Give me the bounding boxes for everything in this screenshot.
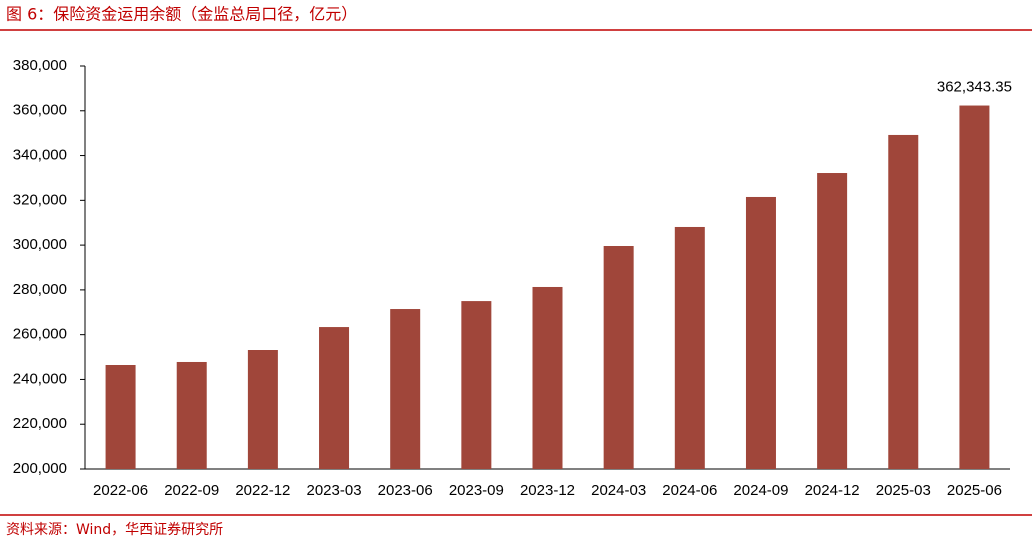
y-tick-label: 380,000: [13, 57, 67, 74]
bar: [461, 301, 492, 469]
bar: [319, 327, 350, 469]
x-tick-label: 2024-09: [733, 482, 788, 499]
x-tick-label: 2023-12: [520, 482, 575, 499]
y-tick-label: 280,000: [13, 281, 67, 298]
y-tick-label: 320,000: [13, 191, 67, 208]
y-tick-label: 220,000: [13, 415, 67, 432]
x-tick-label: 2024-03: [591, 482, 646, 499]
bar: [176, 361, 207, 469]
x-tick-label: 2023-06: [378, 482, 433, 499]
x-tick-label: 2022-06: [93, 482, 148, 499]
chart-title: 图 6：保险资金运用余额（金监总局口径，亿元）: [6, 5, 357, 24]
bar: [603, 246, 634, 469]
bar: [745, 196, 776, 469]
bar: [532, 286, 563, 469]
bar: [674, 226, 705, 469]
y-tick-label: 260,000: [13, 326, 67, 343]
x-tick-label: 2024-12: [805, 482, 860, 499]
bar: [247, 350, 278, 469]
x-tick-label: 2022-12: [235, 482, 290, 499]
bar: [888, 134, 919, 470]
bar: [390, 309, 421, 469]
x-tick-label: 2025-03: [876, 482, 931, 499]
y-tick-label: 340,000: [13, 147, 67, 164]
data-label: 362,343.35: [937, 79, 1012, 96]
bar: [959, 105, 990, 469]
y-tick-label: 300,000: [13, 236, 67, 253]
y-tick-label: 240,000: [13, 370, 67, 387]
x-tick-label: 2022-09: [164, 482, 219, 499]
x-tick-label: 2023-09: [449, 482, 504, 499]
bar: [105, 365, 136, 469]
y-tick-label: 360,000: [13, 102, 67, 119]
y-tick-label: 200,000: [13, 460, 67, 477]
x-tick-label: 2024-06: [662, 482, 717, 499]
x-tick-label: 2023-03: [307, 482, 362, 499]
source-note: 资料来源：Wind，华西证券研究所: [6, 522, 223, 538]
bar: [817, 173, 848, 469]
x-tick-label: 2025-06: [947, 482, 1002, 499]
